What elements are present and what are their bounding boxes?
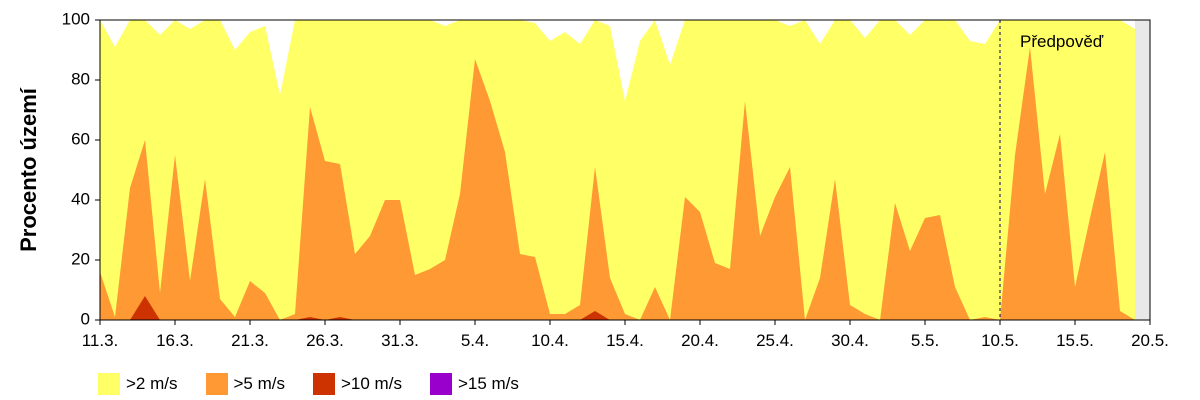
- x-tick-label: 30.4.: [831, 331, 869, 350]
- y-tick-label: 0: [81, 309, 90, 328]
- x-tick-label: 20.5.: [1131, 331, 1169, 350]
- plot-area: [100, 20, 1150, 320]
- legend-swatch: [429, 373, 452, 395]
- legend-label: >2 m/s: [126, 374, 178, 393]
- x-tick-label: 26.3.: [306, 331, 344, 350]
- chart: 0 20 40 60 80 100 11.3. 16.3. 21.3. 26.3. 31.3. 5.4…: [16, 9, 1169, 350]
- y-axis-label: Procento území: [16, 87, 41, 252]
- forecast-annotation: Předpověď: [1020, 32, 1104, 51]
- x-tick-label: 5.5.: [911, 331, 939, 350]
- area-series-2: [100, 47, 1135, 320]
- x-tick-label: 10.5.: [981, 331, 1019, 350]
- legend-item: >15 m/s: [429, 373, 519, 395]
- legend-item: >2 m/s: [98, 373, 178, 395]
- x-tick-label: 11.3.: [82, 331, 119, 350]
- y-tick-label: 60: [71, 129, 90, 148]
- legend-label: >5 m/s: [233, 374, 286, 393]
- x-tick-label: 5.4.: [461, 331, 489, 350]
- legend-label: >15 m/s: [457, 374, 519, 393]
- axes: 0 20 40 60 80 100 11.3. 16.3. 21.3. 26.3. 31.3. 5.4…: [62, 9, 1169, 350]
- x-tick-label: 21.3.: [231, 331, 269, 350]
- x-tick-label: 15.4.: [606, 331, 644, 350]
- legend-item: >5 m/s: [205, 373, 286, 395]
- x-tick-label: 16.3.: [156, 331, 194, 350]
- y-tick-label: 20: [71, 249, 90, 268]
- legend: >2 m/s >5 m/s >10 m/s >15 m/s: [98, 372, 547, 396]
- x-tick-label: 20.4.: [681, 331, 719, 350]
- legend-swatch: [98, 373, 120, 395]
- x-tick-label: 25.4.: [756, 331, 794, 350]
- no-data-region: [1135, 20, 1150, 320]
- legend-label: >10 m/s: [341, 374, 402, 393]
- x-tick-label: 15.5.: [1056, 331, 1094, 350]
- y-tick-label: 100: [62, 9, 90, 28]
- area-series-1: [100, 20, 1135, 320]
- legend-item: >10 m/s: [313, 373, 402, 395]
- y-tick-label: 80: [71, 69, 90, 88]
- x-tick-label: 31.3.: [381, 331, 419, 350]
- x-tick-label: 10.4.: [531, 331, 569, 350]
- y-tick-label: 40: [71, 189, 90, 208]
- legend-swatch: [205, 373, 228, 395]
- legend-swatch: [313, 373, 335, 395]
